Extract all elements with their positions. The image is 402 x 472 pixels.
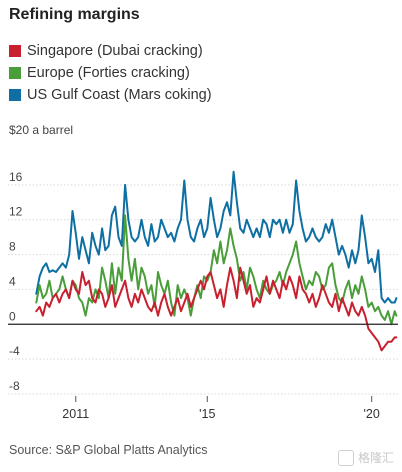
legend-label-europe: Europe (Forties cracking) [27, 65, 190, 81]
legend-label-singapore: Singapore (Dubai cracking) [27, 43, 203, 59]
watermark-logo-icon [337, 449, 354, 466]
legend-swatch-singapore [9, 45, 21, 57]
legend: Singapore (Dubai cracking) Europe (Forti… [9, 40, 212, 106]
x-tick-label: 2011 [62, 407, 89, 421]
watermark-text: 格隆汇 [357, 451, 394, 465]
y-tick-label: 0 [9, 309, 16, 323]
legend-item-europe: Europe (Forties cracking) [9, 62, 212, 84]
legend-item-singapore: Singapore (Dubai cracking) [9, 40, 212, 62]
x-tick-label: '20 [364, 407, 380, 421]
watermark: 格隆汇 [337, 449, 394, 466]
y-tick-label: -4 [9, 344, 20, 358]
series-line-singapore [35, 266, 398, 352]
legend-item-us-gulf: US Gulf Coast (Mars coking) [9, 84, 212, 106]
legend-swatch-us-gulf [9, 89, 21, 101]
series-line-europe [35, 214, 398, 326]
legend-label-us-gulf: US Gulf Coast (Mars coking) [27, 87, 212, 103]
y-tick-label: 12 [9, 205, 23, 219]
y-tick-label: 4 [9, 274, 16, 288]
y-tick-label: 16 [9, 170, 23, 184]
y-axis-unit-label: $20 a barrel [9, 123, 74, 137]
chart-title: Refining margins [9, 6, 140, 23]
series-line-us [35, 170, 398, 304]
y-tick-label: -8 [9, 379, 20, 393]
line-chart: 16 12 8 4 0 -4 -8 2011 '15 '20 [8, 170, 398, 421]
x-tick-label: '15 [199, 407, 215, 421]
y-tick-label: 8 [9, 240, 16, 254]
legend-swatch-europe [9, 67, 21, 79]
source-note: Source: S&P Global Platts Analytics [9, 443, 208, 457]
